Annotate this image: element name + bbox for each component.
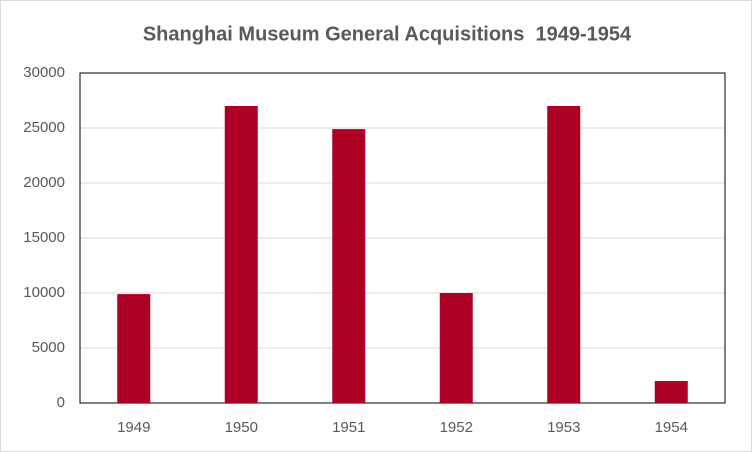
chart-title: Shanghai Museum General Acquisitions 194… xyxy=(143,23,632,45)
x-tick-label: 1952 xyxy=(440,419,473,436)
x-tick-label: 1950 xyxy=(225,419,258,436)
y-tick-label: 15000 xyxy=(23,229,65,246)
y-tick-label: 20000 xyxy=(23,174,65,191)
x-tick-label: 1949 xyxy=(117,419,150,436)
bar xyxy=(224,106,258,403)
y-tick-label: 25000 xyxy=(23,119,65,136)
x-tick-label: 1953 xyxy=(547,419,580,436)
bar xyxy=(117,294,151,403)
x-tick-label: 1954 xyxy=(655,419,688,436)
y-tick-label: 5000 xyxy=(32,339,65,356)
x-tick-label: 1951 xyxy=(332,419,365,436)
y-tick-label: 0 xyxy=(57,394,65,411)
bar xyxy=(439,293,473,403)
bar xyxy=(332,129,366,403)
bar xyxy=(547,106,581,403)
bar xyxy=(654,381,688,403)
y-tick-label: 10000 xyxy=(23,284,65,301)
plot-area-border xyxy=(79,72,726,404)
y-tick-label: 30000 xyxy=(23,64,65,81)
